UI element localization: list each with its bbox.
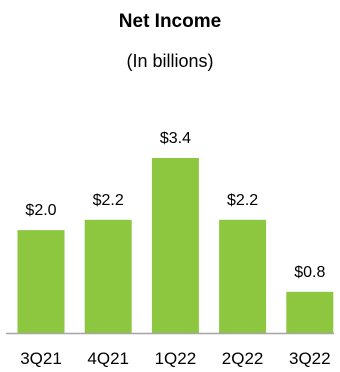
x-tick-label-3q22: 3Q22	[289, 349, 331, 368]
x-tick-label-1q22: 1Q22	[155, 349, 197, 368]
bars-group	[17, 158, 334, 333]
x-tick-labels-group: 3Q21 4Q21 1Q22 2Q22 3Q22	[20, 349, 330, 368]
x-tick-label-3q21: 3Q21	[20, 349, 62, 368]
data-labels-group: $2.0 $2.2 $3.4 $2.2 $0.8	[25, 130, 325, 281]
data-label-4q21: $2.2	[93, 192, 124, 209]
bar-2q22	[219, 219, 267, 333]
x-tick-label-2q22: 2Q22	[222, 349, 264, 368]
chart-subtitle: (In billions)	[126, 51, 213, 71]
bar-4q21	[84, 219, 132, 333]
chart-title: Net Income	[119, 11, 221, 32]
data-label-1q22: $3.4	[160, 130, 191, 147]
data-label-3q21: $2.0	[25, 202, 56, 219]
data-label-3q22: $0.8	[294, 264, 325, 281]
bar-3q21	[17, 230, 65, 333]
bar-3q22	[286, 291, 334, 333]
bar-1q22	[151, 158, 199, 333]
data-label-2q22: $2.2	[227, 192, 258, 209]
x-tick-label-4q21: 4Q21	[87, 349, 129, 368]
